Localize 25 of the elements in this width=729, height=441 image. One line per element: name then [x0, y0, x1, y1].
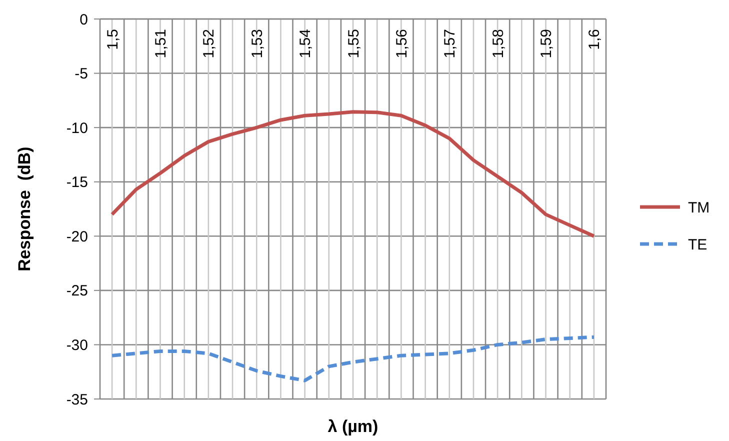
y-tick-label: -10	[66, 120, 88, 137]
y-tick-label: -35	[66, 391, 88, 408]
x-tick-label: 1,55	[345, 29, 362, 58]
legend-label: TE	[688, 236, 708, 254]
x-tick-label: 1,51	[152, 29, 170, 58]
x-tick-label: 1,6	[586, 29, 604, 50]
x-tick-label: 1,57	[442, 29, 459, 58]
y-tick-label: -25	[66, 282, 88, 300]
y-tick-label: -20	[66, 228, 88, 246]
x-tick-label: 1,54	[297, 29, 314, 58]
x-tick-label: 1,58	[490, 29, 507, 58]
x-tick-label: 1,59	[538, 29, 556, 58]
y-tick-label: -30	[66, 336, 88, 354]
y-tick-label: -15	[66, 174, 88, 192]
y-tick-label: 0	[80, 11, 88, 28]
y-axis-title: Response (dB)	[15, 146, 34, 272]
x-tick-label: 1,52	[200, 29, 218, 58]
line-series	[110, 110, 596, 238]
x-axis-title: λ (µm)	[328, 417, 378, 436]
y-tick-label: -5	[74, 66, 88, 83]
x-tick-label: 1,5	[104, 29, 122, 50]
line-series	[110, 335, 596, 382]
x-tick-label: 1,53	[248, 29, 266, 58]
x-tick-label: 1,56	[393, 29, 410, 58]
legend-label: TM	[688, 199, 710, 216]
